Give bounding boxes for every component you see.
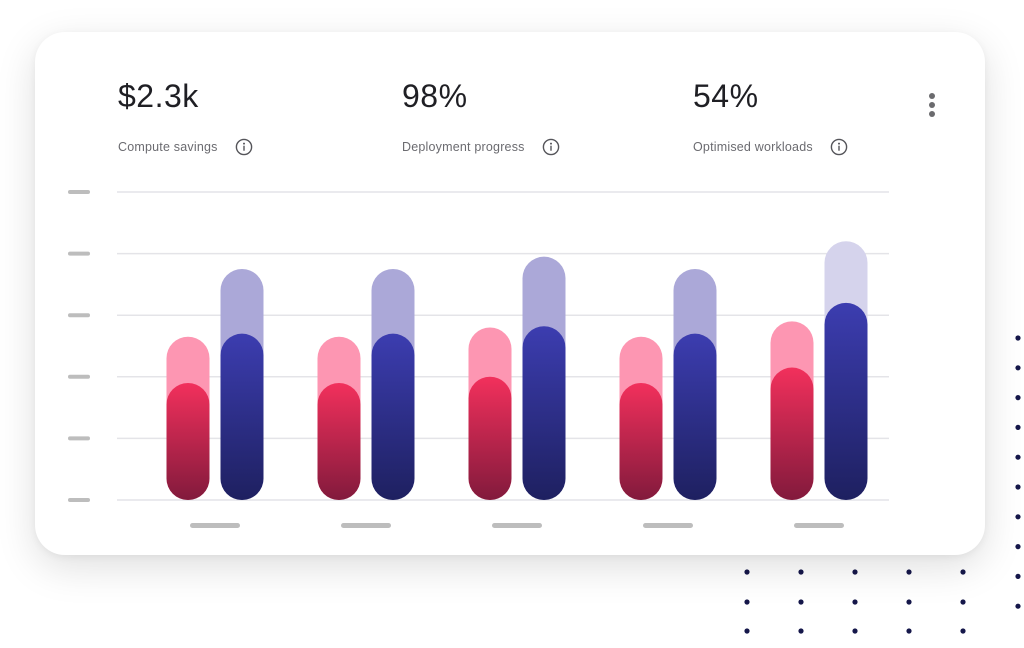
decorative-dot — [960, 599, 966, 605]
decorative-dot — [852, 569, 858, 575]
stat-label: Compute savings — [118, 140, 218, 154]
decorative-dot — [960, 628, 966, 634]
x-tick-placeholder — [341, 523, 391, 528]
decorative-dot — [1015, 454, 1021, 460]
decorative-dot — [1015, 544, 1021, 550]
bar-blue — [673, 333, 717, 500]
y-tick-placeholder — [68, 374, 90, 379]
x-tick-placeholder — [492, 523, 542, 528]
x-tick-placeholder — [794, 523, 844, 528]
stat-deployment-progress: 98% Deployment progress — [402, 78, 560, 156]
stat-optimised-workloads: 54% Optimised workloads — [693, 78, 848, 156]
bar-blue — [522, 326, 566, 500]
decorative-dot — [1015, 514, 1021, 520]
stat-label: Optimised workloads — [693, 140, 813, 154]
stat-value: 98% — [402, 78, 468, 114]
decorative-dot — [852, 628, 858, 634]
stat-value: $2.3k — [118, 78, 199, 114]
decorative-dot — [906, 569, 912, 575]
bar-pink — [166, 382, 210, 500]
y-tick-placeholder — [68, 313, 90, 318]
stat-value: 54% — [693, 78, 759, 114]
decorative-dot — [960, 569, 966, 575]
decorative-dot — [798, 569, 804, 575]
decorative-dot — [1015, 335, 1021, 341]
decorative-dot — [1015, 603, 1021, 609]
bar-pink — [770, 367, 814, 500]
decorative-dot — [1015, 424, 1021, 430]
y-tick-placeholder — [68, 436, 90, 441]
bar-blue — [220, 333, 264, 500]
info-icon[interactable] — [542, 138, 560, 156]
decorative-dot — [798, 599, 804, 605]
dashboard-card: $2.3k Compute savings 98% Deployment pro… — [35, 32, 985, 555]
bar-blue — [824, 302, 868, 500]
stat-compute-savings: $2.3k Compute savings — [118, 78, 253, 156]
decorative-dot — [1015, 395, 1021, 401]
bar-pink — [619, 382, 663, 500]
x-tick-placeholder — [643, 523, 693, 528]
decorative-dot — [852, 599, 858, 605]
bar-pink — [317, 382, 361, 500]
y-tick-placeholder — [68, 251, 90, 256]
y-tick-placeholder — [68, 190, 90, 194]
info-icon[interactable] — [830, 138, 848, 156]
decorative-dot — [1015, 573, 1021, 580]
chart-bars — [166, 241, 868, 528]
y-tick-placeholder — [68, 498, 90, 502]
decorative-dot — [744, 628, 750, 634]
stat-label: Deployment progress — [402, 140, 525, 154]
decorative-dot — [1015, 365, 1021, 371]
x-tick-placeholder — [190, 523, 240, 528]
more-vertical-icon[interactable] — [924, 92, 940, 122]
decorative-dot — [1015, 484, 1021, 490]
decorative-dot — [906, 628, 912, 634]
decorative-dot — [906, 599, 912, 605]
decorative-dot — [744, 569, 750, 575]
decorative-dot — [744, 599, 750, 605]
bar-blue — [371, 333, 415, 500]
bar-pink — [468, 376, 512, 500]
decorative-dot — [798, 628, 804, 634]
info-icon[interactable] — [235, 138, 253, 156]
bar-chart — [68, 190, 889, 528]
